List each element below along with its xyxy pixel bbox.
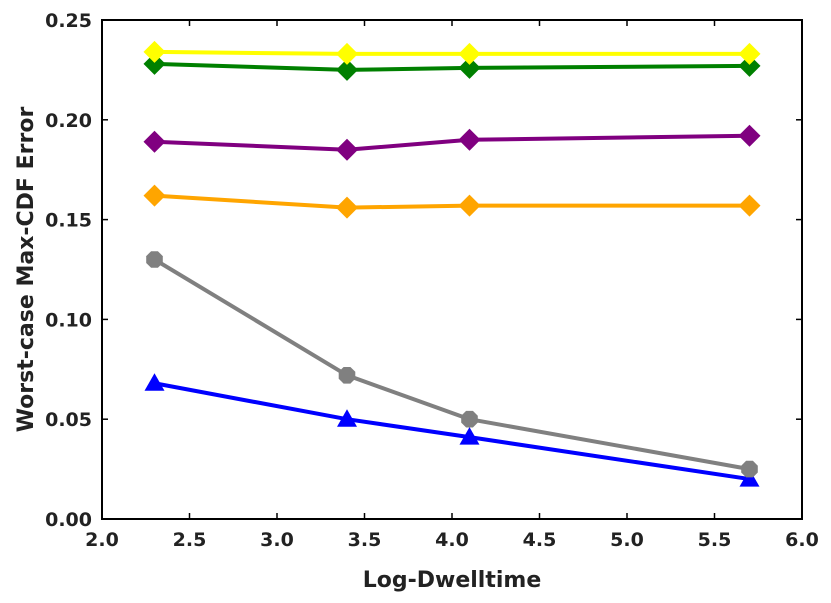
data-point-green xyxy=(738,54,761,77)
data-point-gray xyxy=(741,460,758,478)
series-purple xyxy=(143,124,761,161)
axis-ticks: 2.0 2.5 3.0 3.5 4.0 4.5 5.0 5.5 6.0 0.00 0.05 0.10 0… xyxy=(45,10,819,551)
y-tick-label: 0.25 xyxy=(45,10,92,32)
series-green xyxy=(143,52,761,81)
data-point-yellow xyxy=(336,42,358,65)
series-line-gray xyxy=(153,257,750,472)
series-gray xyxy=(146,251,758,478)
data-point-green xyxy=(336,58,358,81)
data-point-green xyxy=(143,52,166,75)
x-tick-label: 4.5 xyxy=(523,529,557,551)
y-axis-label: Worst-case Max-CDF Error xyxy=(14,107,39,433)
data-point-orange xyxy=(738,194,761,217)
x-tick-label: 2.0 xyxy=(85,529,119,551)
series-line-blue xyxy=(154,381,750,482)
data-point-orange xyxy=(336,196,358,219)
data-point-gray xyxy=(146,251,163,268)
x-tick-label: 2.5 xyxy=(173,529,207,551)
data-point-blue xyxy=(337,409,357,427)
x-axis-label: Log-Dwelltime xyxy=(363,568,542,593)
series-layer xyxy=(143,40,761,487)
data-point-blue xyxy=(739,469,760,487)
x-tick-label: 5.0 xyxy=(610,529,644,551)
plot-frame xyxy=(101,19,803,520)
x-tick-label: 5.5 xyxy=(698,529,732,551)
y-tick-label: 0.20 xyxy=(45,110,92,132)
x-tick-label: 4.0 xyxy=(435,529,469,551)
series-yellow xyxy=(143,40,761,65)
data-point-purple xyxy=(738,124,761,147)
series-line-orange xyxy=(154,193,750,210)
data-point-yellow xyxy=(458,42,481,65)
data-point-purple xyxy=(458,128,481,151)
data-point-orange xyxy=(143,184,166,207)
data-point-purple xyxy=(143,130,166,153)
data-point-gray xyxy=(461,410,478,428)
series-orange xyxy=(143,184,761,219)
y-tick-label: 0.15 xyxy=(45,210,92,232)
data-point-blue xyxy=(144,373,165,391)
data-point-blue xyxy=(459,427,480,445)
data-point-yellow xyxy=(738,42,761,65)
x-tick-label: 3.5 xyxy=(348,529,382,551)
x-tick-label: 6.0 xyxy=(785,529,819,551)
data-point-orange xyxy=(458,194,481,217)
y-tick-label: 0.05 xyxy=(45,409,92,431)
y-tick-label: 0.00 xyxy=(45,509,92,531)
data-point-green xyxy=(458,56,481,79)
series-line-purple xyxy=(154,133,750,152)
data-point-purple xyxy=(336,138,358,161)
series-line-green xyxy=(154,61,750,72)
series-line-yellow xyxy=(154,49,750,56)
x-tick-label: 3.0 xyxy=(260,529,294,551)
data-point-gray xyxy=(338,367,356,384)
series-blue xyxy=(144,373,760,487)
y-tick-label: 0.10 xyxy=(45,309,92,331)
data-point-yellow xyxy=(143,40,166,63)
